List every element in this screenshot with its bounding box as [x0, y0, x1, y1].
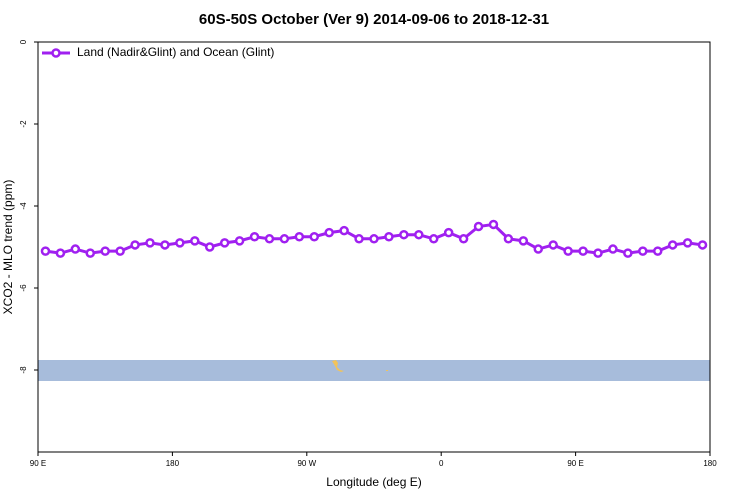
data-point [503, 234, 514, 244]
x-tick-label: 180 [166, 459, 180, 468]
data-point [130, 240, 140, 250]
y-tick-label: 0 [19, 39, 28, 44]
data-point [399, 229, 409, 240]
x-axis-label: Longitude (deg E) [326, 475, 421, 489]
legend-marker [51, 48, 61, 58]
data-point [324, 227, 334, 238]
data-point [428, 234, 439, 244]
x-tick-label: 0 [439, 459, 444, 468]
data-point [354, 234, 364, 244]
y-tick-label: -2 [19, 120, 28, 128]
data-point [548, 240, 558, 250]
data-point [55, 248, 66, 258]
data-point [652, 246, 663, 256]
data-point [175, 238, 185, 248]
data-point [190, 236, 200, 246]
data-point [518, 236, 529, 246]
data-point [473, 221, 484, 232]
data-point [309, 232, 320, 242]
chart-title: 60S-50S October (Ver 9) 2014-09-06 to 20… [199, 11, 549, 28]
data-point [100, 246, 110, 256]
data-point [563, 246, 573, 256]
x-tick-label: 90 W [297, 459, 316, 468]
data-point [414, 229, 424, 240]
plot-frame [37, 41, 711, 453]
data-point [145, 238, 155, 248]
data-point [697, 240, 708, 250]
data-point [294, 232, 305, 242]
y-tick-label: -6 [19, 284, 28, 292]
data-point [279, 234, 290, 244]
data-point [40, 246, 51, 256]
data-point [219, 238, 230, 248]
data-point [339, 225, 349, 236]
data-point [623, 248, 633, 258]
data-point [85, 248, 96, 258]
data-point [70, 244, 81, 254]
data-point [458, 234, 469, 244]
x-tick-label: 90 E [30, 459, 46, 468]
x-tick-label: 180 [703, 459, 717, 468]
data-point [488, 219, 499, 230]
data-point [234, 236, 245, 246]
data-point [608, 244, 618, 254]
y-tick-label: -8 [19, 366, 28, 374]
data-point [369, 234, 379, 244]
data-point [115, 246, 125, 256]
data-point [578, 246, 588, 256]
data-point [384, 232, 394, 242]
land-patch [332, 360, 344, 372]
data-point [593, 248, 603, 258]
x-tick-label: 90 E [567, 459, 583, 468]
data-point [204, 242, 215, 252]
land-patch [386, 370, 388, 371]
data-point [638, 246, 648, 256]
y-tick-label: -4 [19, 202, 28, 210]
legend-label: Land (Nadir&Glint) and Ocean (Glint) [77, 45, 274, 59]
data-point [160, 240, 170, 250]
data-point [682, 238, 693, 248]
map-strip [38, 360, 710, 381]
data-point [443, 227, 454, 238]
data-point [533, 244, 544, 254]
data-point [249, 232, 260, 242]
data-point [667, 240, 678, 250]
data-point [264, 234, 275, 244]
y-axis-label: XCO2 - MLO trend (ppm) [1, 180, 15, 315]
